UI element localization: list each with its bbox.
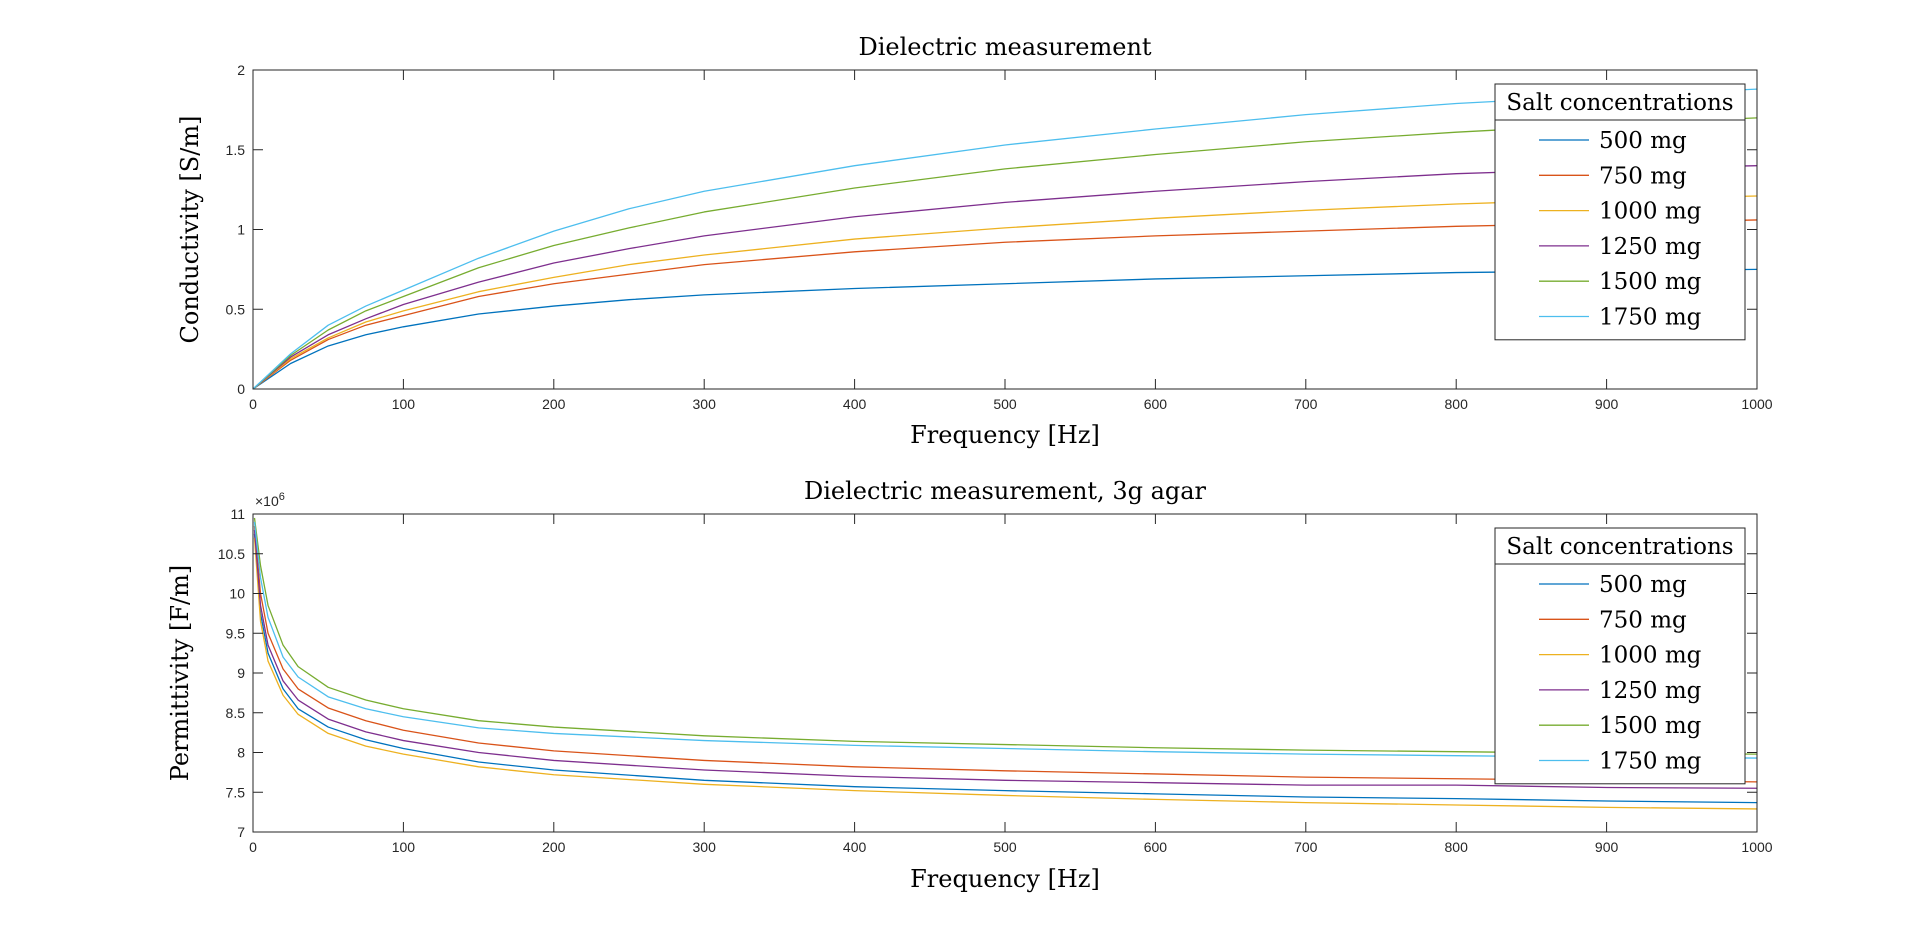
y-tick-label: 9.5 — [226, 625, 246, 641]
x-tick-label: 200 — [542, 839, 566, 855]
series-line-1750-mg — [253, 521, 1757, 759]
legend-entry: 1750 mg — [1599, 305, 1702, 331]
legend-box — [1494, 83, 1746, 341]
x-tick-label: 700 — [1294, 396, 1318, 412]
legend: Salt concentrations 500 mg 750 mg 1000 mg 12… — [1494, 83, 1746, 341]
legend: Salt concentrations 500 mg 750 mg 1000 mg 12… — [1494, 527, 1746, 785]
y-tick-label: 7.5 — [226, 784, 246, 800]
chart-title: Dielectric measurement — [858, 33, 1151, 61]
y-tick-label: 10.5 — [218, 546, 245, 562]
x-tick-label: 500 — [993, 839, 1017, 855]
legend-entry: 750 mg — [1599, 607, 1687, 633]
legend-entry: 1750 mg — [1599, 749, 1702, 775]
permittivity-plot: 0 100 200 300 400 500 600 700 800 900 1000 7 7.5 8 8.5… — [166, 477, 1773, 893]
series-line-1250-mg — [253, 165, 1757, 389]
x-tick-label: 700 — [1294, 839, 1318, 855]
x-tick-label: 800 — [1445, 396, 1469, 412]
y-tick-label: 11 — [230, 506, 245, 522]
y-axis-label: Conductivity [S/m] — [176, 116, 204, 344]
y-tick-label: 1 — [237, 222, 245, 238]
legend-title: Salt concentrations — [1506, 90, 1733, 116]
series-line-1500-mg — [253, 117, 1757, 389]
y-tick-label: 2 — [237, 62, 245, 78]
x-tick-label: 400 — [843, 839, 867, 855]
series-line-1250-mg — [253, 529, 1757, 789]
y-tick-label: 0 — [237, 381, 245, 397]
series-line-750-mg — [253, 525, 1757, 783]
y-exponent-base: ×10 — [255, 493, 279, 509]
legend-entry: 1250 mg — [1599, 234, 1702, 260]
legend-title: Salt concentrations — [1506, 534, 1733, 560]
series-line-1000-mg — [253, 537, 1757, 810]
y-tick-label: 8 — [237, 745, 245, 761]
x-axis-label: Frequency [Hz] — [910, 421, 1100, 449]
x-tick-label: 900 — [1595, 396, 1619, 412]
y-tick-label: 8.5 — [226, 705, 246, 721]
series-lines — [253, 517, 1757, 810]
y-tick-label: 9 — [237, 665, 245, 681]
chart-title: Dielectric measurement, 3g agar — [804, 477, 1207, 505]
legend-entry: 1500 mg — [1599, 713, 1702, 739]
x-tick-label: 0 — [249, 396, 257, 412]
x-tick-label: 900 — [1595, 839, 1619, 855]
legend-entry: 500 mg — [1599, 128, 1687, 154]
x-tick-label: 1000 — [1741, 839, 1772, 855]
y-exponent-label: ×106 — [255, 491, 285, 509]
x-axis-label: Frequency [Hz] — [910, 865, 1100, 893]
legend-entry: 1500 mg — [1599, 269, 1702, 295]
series-lines — [253, 88, 1757, 389]
conductivity-plot: 0 100 200 300 400 500 600 700 800 900 1000 0 0.5 1 1.5… — [176, 33, 1773, 449]
legend-entry: 750 mg — [1599, 163, 1687, 189]
legend-box — [1494, 527, 1746, 785]
y-axis-label: Permittivity [F/m] — [166, 565, 194, 781]
x-tick-label: 100 — [392, 396, 416, 412]
legend-entry: 1000 mg — [1599, 199, 1702, 225]
series-line-500-mg — [253, 533, 1757, 804]
legend-entry: 500 mg — [1599, 572, 1687, 598]
y-tick-label: 10 — [229, 586, 245, 602]
x-tick-label: 200 — [542, 396, 566, 412]
x-tick-label: 0 — [249, 839, 257, 855]
y-exponent-power: 6 — [279, 491, 285, 503]
x-tick-label: 300 — [693, 839, 717, 855]
legend-entry: 1250 mg — [1599, 678, 1702, 704]
x-tick-label: 600 — [1144, 839, 1168, 855]
x-tick-label: 600 — [1144, 396, 1168, 412]
series-line-1750-mg — [253, 88, 1757, 389]
x-tick-label: 1000 — [1741, 396, 1772, 412]
x-tick-label: 800 — [1445, 839, 1469, 855]
series-line-750-mg — [253, 219, 1757, 389]
y-tick-label: 1.5 — [226, 142, 246, 158]
x-tick-label: 100 — [392, 839, 416, 855]
y-tick-label: 0.5 — [226, 301, 246, 317]
series-line-1000-mg — [253, 195, 1757, 389]
x-tick-label: 500 — [993, 396, 1017, 412]
x-tick-label: 400 — [843, 396, 867, 412]
legend-entry: 1000 mg — [1599, 643, 1702, 669]
series-line-1500-mg — [253, 517, 1757, 755]
series-line-500-mg — [253, 268, 1757, 389]
y-tick-label: 7 — [237, 824, 245, 840]
x-tick-label: 300 — [693, 396, 717, 412]
